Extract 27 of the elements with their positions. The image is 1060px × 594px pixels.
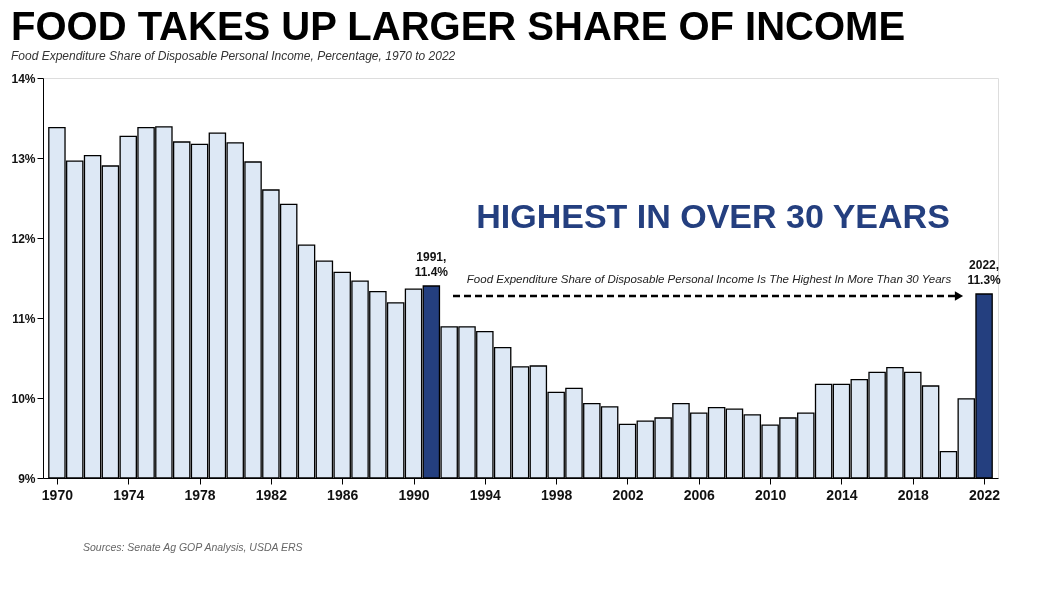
y-tick-label: 13% — [11, 151, 36, 166]
y-tick-label: 9% — [18, 471, 36, 486]
y-tick-label: 11% — [12, 311, 36, 326]
x-tick-label: 1982 — [255, 486, 288, 503]
x-tick-label: 1974 — [113, 486, 145, 503]
x-tick-label: 2002 — [612, 486, 644, 503]
x-tick-label: 2018 — [897, 486, 930, 503]
x-tick-label: 1998 — [541, 486, 573, 503]
annotation: 1991, 11.4% — [414, 250, 449, 279]
x-tick-label: 1978 — [184, 486, 216, 503]
x-tick-label: 2010 — [755, 486, 787, 503]
x-tick-label: 2014 — [826, 486, 858, 503]
annotation: 2022, 11.3% — [967, 258, 1002, 287]
x-tick-label: 2006 — [683, 486, 716, 503]
annotation: Food Expenditure Share of Disposable Personal Income Is The Highest In More Than 30 Years — [466, 273, 952, 285]
x-tick-label: 1990 — [398, 486, 430, 503]
x-tick-label: 2022 — [969, 486, 1001, 503]
y-tick-label: 14% — [11, 71, 36, 86]
annotation: HIGHEST IN OVER 30 YEARS — [476, 197, 950, 235]
x-tick-label: 1986 — [327, 486, 359, 503]
source-note: Sources: Senate Ag GOP Analysis, USDA ERS — [83, 541, 303, 553]
chart-title: FOOD TAKES UP LARGER SHARE OF INCOME — [10, 4, 906, 48]
x-tick-label: 1994 — [469, 486, 502, 503]
chart-subtitle: Food Expenditure Share of Disposable Personal Income, Percentage, 1970 to 2022 — [10, 49, 456, 63]
x-tick-label: 1970 — [41, 486, 74, 503]
y-tick-label: 10% — [11, 391, 36, 406]
y-tick-label: 12% — [11, 231, 36, 246]
